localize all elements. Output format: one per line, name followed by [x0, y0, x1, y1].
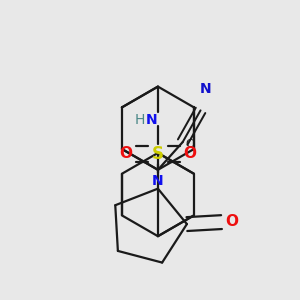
- Text: N: N: [152, 174, 164, 188]
- Text: C: C: [186, 139, 194, 149]
- Text: O: O: [183, 146, 196, 161]
- Text: N: N: [200, 82, 211, 96]
- Text: O: O: [120, 146, 133, 161]
- Text: N: N: [146, 113, 158, 127]
- Text: S: S: [152, 145, 164, 163]
- Text: H: H: [135, 113, 145, 127]
- Text: O: O: [225, 214, 238, 229]
